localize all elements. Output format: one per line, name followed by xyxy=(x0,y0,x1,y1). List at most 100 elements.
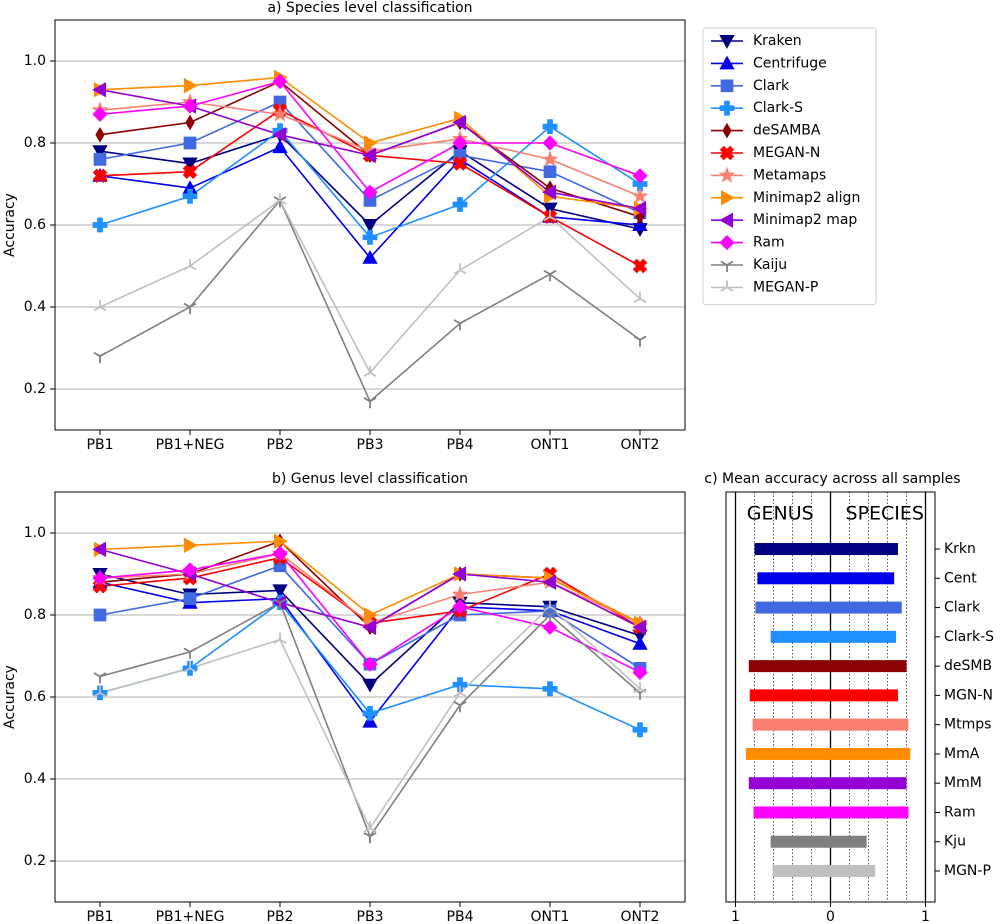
legend-label: Kaiju xyxy=(753,257,787,273)
data-point xyxy=(272,139,288,154)
legend-label: MEGAN-N xyxy=(753,145,820,161)
data-point xyxy=(273,598,287,610)
x-tick-label: PB1+NEG xyxy=(156,909,225,924)
data-point xyxy=(362,229,378,245)
data-point xyxy=(183,647,197,659)
data-point xyxy=(452,156,468,171)
data-point xyxy=(542,574,556,590)
legend-label: Clark-S xyxy=(753,100,803,116)
x-tick-label: PB4 xyxy=(447,909,474,924)
data-point xyxy=(92,541,106,558)
legend-label: Kraken xyxy=(753,33,802,49)
data-point xyxy=(273,632,287,644)
genus-bar xyxy=(753,806,831,819)
data-point xyxy=(452,114,466,131)
legend-label: Centrifuge xyxy=(753,55,827,71)
y-axis-label: Accuracy xyxy=(2,665,18,729)
data-point xyxy=(451,585,469,602)
y-axis-label: Accuracy xyxy=(2,193,18,257)
data-point xyxy=(364,135,378,151)
genus-bar xyxy=(748,777,831,790)
x-tick-label: PB1+NEG xyxy=(156,437,225,453)
species-bar xyxy=(830,835,867,848)
data-point xyxy=(95,127,105,143)
data-point xyxy=(632,258,648,274)
legend-marker xyxy=(719,55,735,70)
data-point xyxy=(632,664,648,680)
data-point xyxy=(271,105,289,122)
data-point xyxy=(632,722,648,738)
data-point xyxy=(453,685,467,698)
series-label: SPECIES xyxy=(846,503,924,525)
species-bar xyxy=(830,572,895,585)
x-tick-label: PB4 xyxy=(447,437,474,453)
data-point xyxy=(452,677,468,693)
data-point xyxy=(182,188,198,204)
data-point xyxy=(182,98,198,114)
x-tick-label: PB2 xyxy=(267,909,294,924)
legend-marker xyxy=(718,166,736,183)
y-tick-label: Krkn xyxy=(944,541,976,557)
genus-bar xyxy=(755,601,831,614)
data-point xyxy=(543,165,557,179)
legend-marker xyxy=(719,35,735,49)
chart-title: a) Species level classification xyxy=(267,0,472,16)
data-point xyxy=(452,599,468,615)
y-tick-label: MGN-P xyxy=(944,863,991,879)
series-label: GENUS xyxy=(747,503,814,525)
y-tick-label: MGN-N xyxy=(944,687,993,703)
data-point xyxy=(632,176,648,192)
data-point xyxy=(632,619,646,635)
data-point xyxy=(452,197,468,212)
data-point xyxy=(93,672,107,684)
legend-marker xyxy=(719,235,735,251)
data-point xyxy=(273,196,287,208)
data-point xyxy=(93,153,107,166)
data-point xyxy=(273,193,287,205)
species-bar xyxy=(830,747,911,760)
legend-label: Ram xyxy=(753,235,785,251)
legend-label: deSAMBA xyxy=(753,123,821,139)
chart-title: c) Mean accuracy across all samples xyxy=(704,471,960,487)
x-tick-label: 0 xyxy=(826,909,835,924)
data-point xyxy=(542,681,558,697)
data-point xyxy=(92,82,106,98)
legend-label: Minimap2 align xyxy=(753,190,860,206)
data-point xyxy=(632,635,648,650)
y-tick-label: 0.8 xyxy=(24,135,46,151)
data-point xyxy=(364,607,378,623)
data-point xyxy=(362,678,378,693)
data-point xyxy=(453,700,467,713)
x-tick-label: 1 xyxy=(921,909,930,924)
data-point xyxy=(183,302,197,314)
y-tick-label: 0.6 xyxy=(24,689,46,705)
data-point xyxy=(631,187,649,204)
data-point xyxy=(362,147,376,163)
data-point xyxy=(542,184,556,200)
data-point xyxy=(452,135,468,151)
y-tick-label: 0.4 xyxy=(24,299,46,315)
y-tick-label: Kju xyxy=(944,834,966,850)
data-point xyxy=(453,319,467,331)
data-point xyxy=(184,77,198,94)
y-tick-label: 0.8 xyxy=(24,607,46,623)
data-point xyxy=(452,566,466,582)
data-point xyxy=(363,397,377,409)
data-point xyxy=(92,106,108,122)
plot-frame xyxy=(54,491,686,903)
data-point xyxy=(92,570,108,586)
x-tick-label: ONT2 xyxy=(621,909,660,924)
data-point xyxy=(93,685,107,698)
data-point xyxy=(363,821,377,833)
y-tick-label: 0.2 xyxy=(24,853,46,869)
data-point xyxy=(363,832,377,844)
y-tick-label: Ram xyxy=(944,804,976,820)
species-bar xyxy=(830,630,897,643)
data-point xyxy=(92,145,108,160)
data-point xyxy=(182,157,198,172)
data-point xyxy=(632,200,646,217)
legend-marker xyxy=(719,100,735,116)
y-tick-label: 0.4 xyxy=(24,771,46,787)
data-point xyxy=(543,269,557,282)
